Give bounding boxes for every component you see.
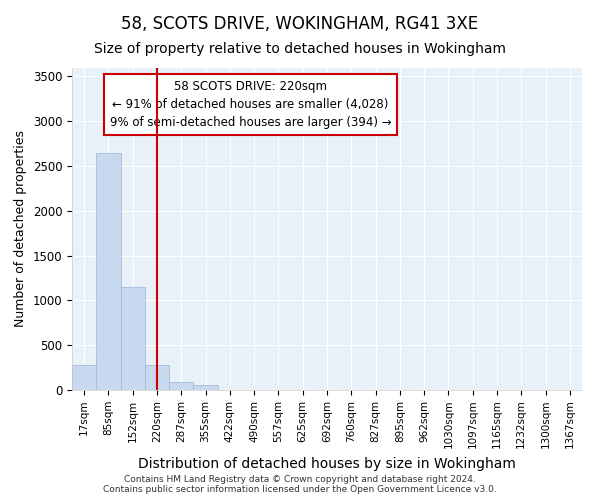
Bar (72, 365, 96, 390)
Bar (121, 287, 145, 390)
Text: 58 SCOTS DRIVE: 220sqm
← 91% of detached houses are smaller (4,028)
9% of semi-d: 58 SCOTS DRIVE: 220sqm ← 91% of detached… (110, 80, 391, 130)
Text: 58, SCOTS DRIVE, WOKINGHAM, RG41 3XE: 58, SCOTS DRIVE, WOKINGHAM, RG41 3XE (121, 15, 479, 33)
X-axis label: Distribution of detached houses by size in Wokingham: Distribution of detached houses by size … (138, 457, 516, 471)
Text: Contains HM Land Registry data © Crown copyright and database right 2024.
Contai: Contains HM Land Registry data © Crown c… (103, 474, 497, 494)
Bar (169, 382, 193, 390)
Text: Size of property relative to detached houses in Wokingham: Size of property relative to detached ho… (94, 42, 506, 56)
Bar (193, 385, 218, 390)
Y-axis label: Number of detached properties: Number of detached properties (14, 130, 27, 327)
Bar (96, 152, 121, 390)
Bar (145, 365, 169, 390)
